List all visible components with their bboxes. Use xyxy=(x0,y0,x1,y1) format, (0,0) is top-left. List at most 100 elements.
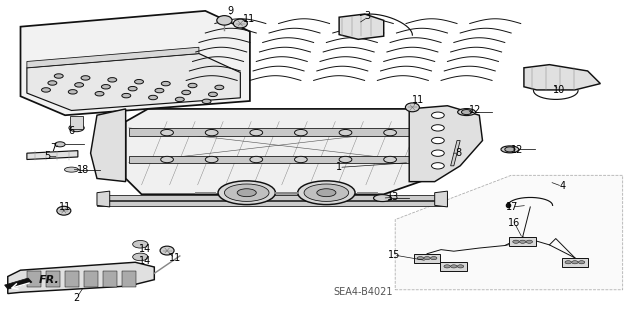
Polygon shape xyxy=(339,14,384,39)
Text: 14: 14 xyxy=(139,244,151,254)
Polygon shape xyxy=(451,141,460,166)
Circle shape xyxy=(101,85,110,89)
Polygon shape xyxy=(524,65,600,90)
Polygon shape xyxy=(27,47,199,68)
Circle shape xyxy=(431,163,444,169)
Circle shape xyxy=(132,253,148,261)
Polygon shape xyxy=(409,106,483,182)
Polygon shape xyxy=(91,109,125,182)
Circle shape xyxy=(205,130,218,136)
Text: 17: 17 xyxy=(506,202,518,212)
Circle shape xyxy=(215,85,224,90)
Ellipse shape xyxy=(458,108,476,115)
Circle shape xyxy=(108,78,116,82)
Ellipse shape xyxy=(57,206,71,215)
Bar xyxy=(122,271,136,286)
Circle shape xyxy=(188,83,197,88)
Circle shape xyxy=(68,90,77,94)
Circle shape xyxy=(55,142,65,147)
Bar xyxy=(440,262,467,271)
Circle shape xyxy=(48,81,57,85)
Circle shape xyxy=(431,137,444,144)
Circle shape xyxy=(209,92,218,97)
Circle shape xyxy=(132,241,148,248)
Circle shape xyxy=(182,90,191,95)
Text: 11: 11 xyxy=(168,253,181,263)
Circle shape xyxy=(526,240,532,243)
Text: 18: 18 xyxy=(77,165,89,174)
Bar xyxy=(103,271,117,286)
Polygon shape xyxy=(129,156,428,163)
Text: 2: 2 xyxy=(74,293,80,303)
Bar xyxy=(509,237,536,246)
Text: 5: 5 xyxy=(44,151,51,161)
Polygon shape xyxy=(97,191,109,207)
Text: 1: 1 xyxy=(336,162,342,172)
Circle shape xyxy=(458,265,464,268)
Ellipse shape xyxy=(234,19,247,28)
Text: 12: 12 xyxy=(511,145,524,155)
Bar xyxy=(27,271,41,286)
Text: 6: 6 xyxy=(68,126,74,136)
Polygon shape xyxy=(8,262,154,293)
Text: 7: 7 xyxy=(51,144,57,153)
Ellipse shape xyxy=(298,181,355,204)
Circle shape xyxy=(161,81,170,86)
Circle shape xyxy=(134,79,143,84)
Ellipse shape xyxy=(405,103,419,112)
Text: 11: 11 xyxy=(412,95,424,105)
Circle shape xyxy=(431,112,444,118)
Circle shape xyxy=(250,130,262,136)
Circle shape xyxy=(461,109,472,115)
Text: 11: 11 xyxy=(59,202,71,212)
Ellipse shape xyxy=(218,181,275,204)
Polygon shape xyxy=(125,109,447,194)
Text: 10: 10 xyxy=(553,85,565,95)
Text: 3: 3 xyxy=(365,11,371,21)
Text: FR.: FR. xyxy=(38,275,59,285)
Text: 16: 16 xyxy=(508,218,520,228)
Polygon shape xyxy=(27,151,78,160)
Ellipse shape xyxy=(160,246,174,255)
Ellipse shape xyxy=(374,195,392,202)
Circle shape xyxy=(294,130,307,136)
Polygon shape xyxy=(395,175,623,290)
Ellipse shape xyxy=(65,167,79,172)
Bar xyxy=(70,116,83,129)
Text: 4: 4 xyxy=(559,182,565,191)
Circle shape xyxy=(250,156,262,163)
Circle shape xyxy=(202,99,211,104)
Text: 8: 8 xyxy=(456,148,462,158)
Circle shape xyxy=(579,261,585,264)
Polygon shape xyxy=(97,201,447,206)
Text: 9: 9 xyxy=(228,6,234,16)
Circle shape xyxy=(451,265,457,268)
Circle shape xyxy=(339,130,352,136)
Circle shape xyxy=(75,83,84,87)
Ellipse shape xyxy=(501,146,519,153)
Circle shape xyxy=(175,97,184,102)
Circle shape xyxy=(565,261,572,264)
Ellipse shape xyxy=(225,184,269,201)
Text: 14: 14 xyxy=(139,256,151,266)
Polygon shape xyxy=(129,128,428,136)
Circle shape xyxy=(122,93,131,98)
Ellipse shape xyxy=(317,189,336,197)
Polygon shape xyxy=(435,191,447,207)
Circle shape xyxy=(431,150,444,156)
Polygon shape xyxy=(20,11,250,115)
Ellipse shape xyxy=(237,189,256,197)
Bar xyxy=(561,258,588,267)
Circle shape xyxy=(81,76,90,80)
Circle shape xyxy=(42,88,51,92)
Text: 11: 11 xyxy=(243,14,255,24)
Bar xyxy=(84,271,99,286)
Bar xyxy=(413,254,440,263)
Polygon shape xyxy=(27,54,241,110)
Circle shape xyxy=(95,92,104,96)
Circle shape xyxy=(69,124,84,132)
Circle shape xyxy=(444,265,451,268)
Bar xyxy=(65,271,79,286)
Circle shape xyxy=(205,156,218,163)
Circle shape xyxy=(505,147,515,152)
